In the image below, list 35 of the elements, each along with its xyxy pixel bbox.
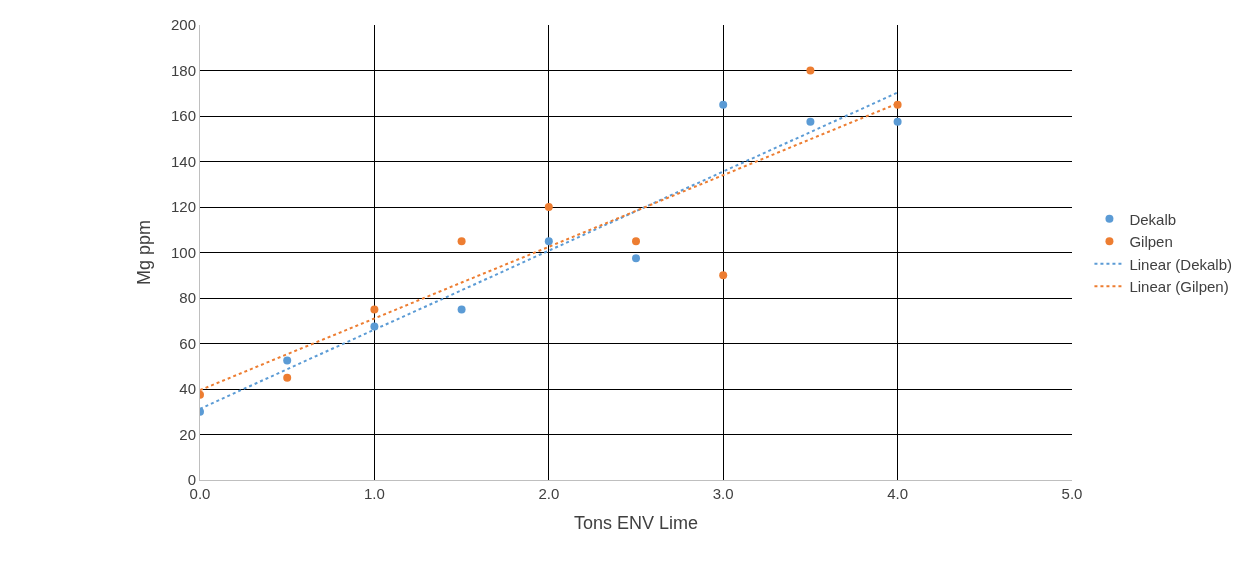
- legend-label: Dekalb: [1129, 210, 1177, 228]
- y-tick-label: 80: [179, 289, 196, 307]
- legend-label: Linear (Gilpen): [1129, 278, 1229, 296]
- y-tick-label: 180: [170, 61, 196, 79]
- point: [893, 117, 902, 126]
- x-tick-label: 1.0: [363, 485, 385, 502]
- point: [806, 117, 815, 126]
- legend-label: Linear (Dekalb): [1129, 255, 1232, 273]
- x-tick-label: 3.0: [712, 485, 734, 502]
- point: [283, 373, 292, 382]
- point: [457, 305, 466, 314]
- x-tick-label: 4.0: [887, 485, 909, 502]
- point: [544, 237, 553, 246]
- point: [719, 271, 728, 280]
- point: [719, 100, 728, 109]
- y-tick-label: 20: [179, 425, 196, 443]
- y-axis-title: Mg ppm: [134, 219, 155, 286]
- point: [806, 66, 815, 75]
- point: [370, 305, 379, 314]
- x-tick-label: 5.0: [1061, 485, 1083, 502]
- point: [544, 203, 553, 211]
- y-tick-label: 160: [170, 107, 196, 125]
- y-tick-label: 40: [179, 380, 196, 398]
- y-tick-label: 60: [179, 334, 196, 352]
- y-tick-label: 140: [170, 152, 196, 170]
- point: [283, 356, 292, 365]
- legend-label: Gilpen: [1129, 233, 1173, 251]
- x-tick-label: 2.0: [538, 485, 560, 502]
- point: [632, 254, 640, 263]
- point: [632, 237, 640, 246]
- x-axis-title: Tons ENV Lime: [573, 513, 699, 534]
- y-tick-label: 100: [170, 243, 196, 261]
- point: [457, 237, 466, 246]
- y-tick-label: 200: [170, 16, 196, 34]
- y-tick-label: 120: [170, 198, 196, 216]
